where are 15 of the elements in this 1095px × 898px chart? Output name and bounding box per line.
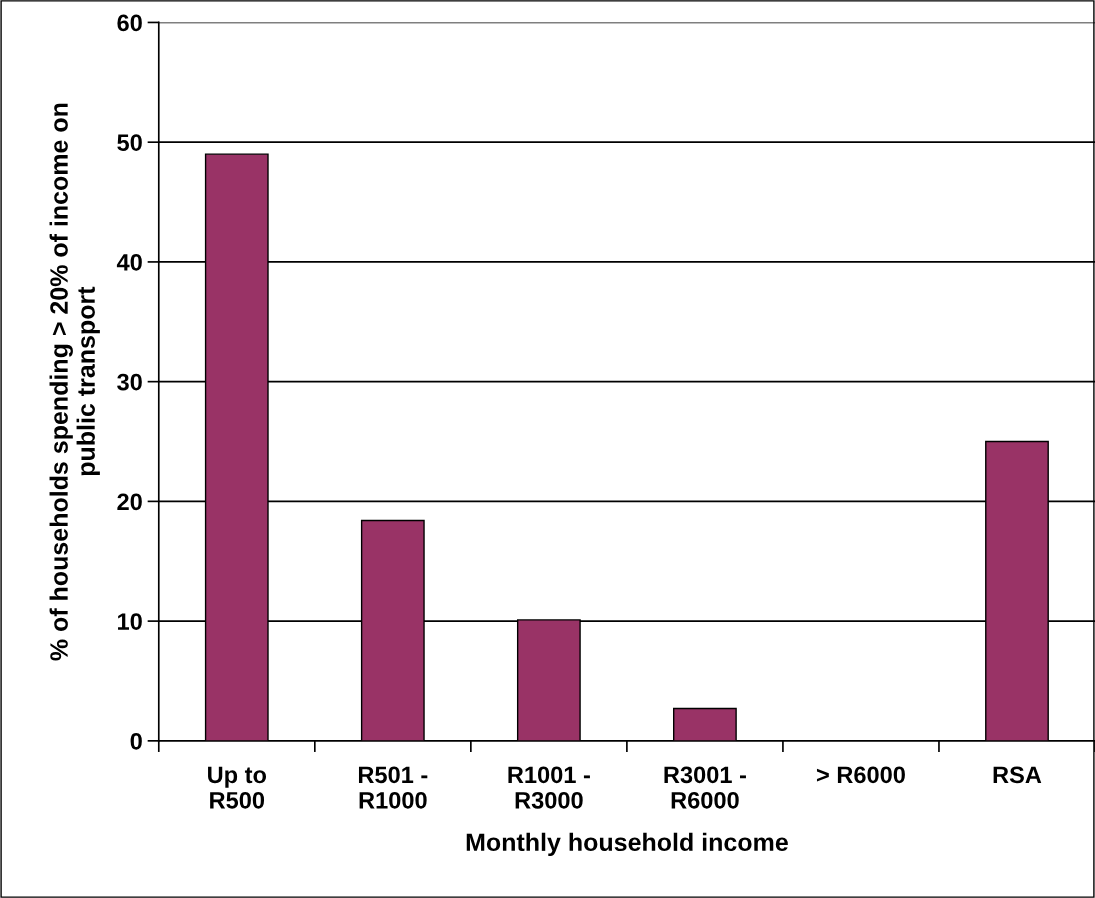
x-tick-label: RSA <box>993 766 1042 784</box>
y-tick-label: 10 <box>118 613 142 630</box>
x-tick-label: R3001 - R6000 <box>664 766 746 809</box>
x-tick-label: > R6000 <box>816 766 905 784</box>
y-tick-label: 60 <box>117 14 142 32</box>
x-axis-title: Monthly household income <box>466 832 788 857</box>
x-tick-label: R501 - R1000 <box>358 766 428 809</box>
x-tick-label: R1001 - R3000 <box>508 766 590 809</box>
x-tick-label: Up to R500 <box>208 766 267 809</box>
y-tick-label: 0 <box>130 732 142 750</box>
y-tick-label: 50 <box>117 134 142 151</box>
y-tick-label: 30 <box>117 373 142 391</box>
y-tick-label: 40 <box>116 253 142 271</box>
y-tick-label: 20 <box>117 493 142 511</box>
y-axis-title: % of households spending > 20% of income on public transport <box>49 103 100 661</box>
